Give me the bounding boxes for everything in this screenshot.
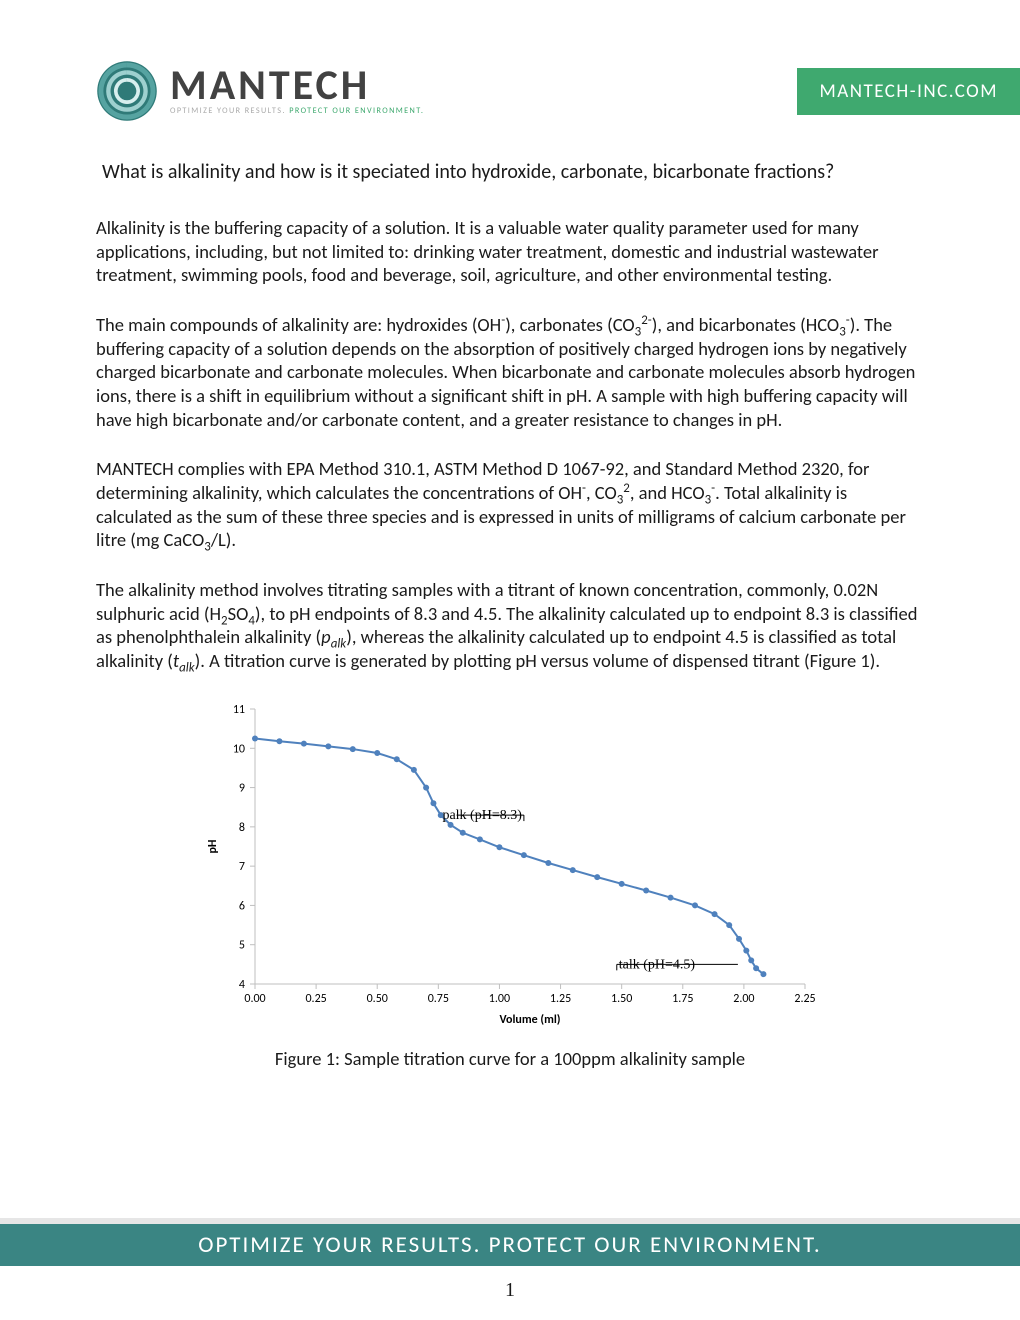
svg-text:2.00: 2.00 [733, 992, 754, 1006]
logo: MANTECH OPTIMIZE YOUR RESULTS. PROTECT O… [96, 60, 424, 122]
svg-text:1.50: 1.50 [611, 992, 632, 1006]
page-number: 1 [0, 1279, 1020, 1302]
svg-text:10: 10 [233, 742, 245, 756]
svg-text:8: 8 [239, 821, 245, 835]
paragraph-4: The alkalinity method involves titrating… [96, 578, 924, 673]
svg-text:1.00: 1.00 [489, 992, 510, 1006]
svg-text:0.75: 0.75 [428, 992, 449, 1006]
svg-text:6: 6 [239, 899, 245, 913]
svg-text:0.50: 0.50 [367, 992, 388, 1006]
paragraph-1: Alkalinity is the buffering capacity of … [96, 216, 924, 287]
footer-banner: OPTIMIZE YOUR RESULTS. PROTECT OUR ENVIR… [0, 1218, 1020, 1266]
svg-text:11: 11 [233, 703, 245, 717]
titration-chart: 4 5 6 7 8 9 10 11 0.00 0.25 0.50 0.75 1.00 1.25 1.50 1.… [200, 699, 820, 1029]
svg-text:palk (pH=8.3): palk (pH=8.3) [442, 808, 522, 823]
svg-text:2.25: 2.25 [794, 992, 815, 1006]
paragraph-2: The main compounds of alkalinity are: hy… [96, 313, 924, 431]
svg-text:Volume (ml): Volume (ml) [499, 1013, 560, 1027]
svg-text:0.25: 0.25 [305, 992, 326, 1006]
paragraph-3: MANTECH complies with EPA Method 310.1, … [96, 457, 924, 552]
figure-caption: Figure 1: Sample titration curve for a 1… [96, 1047, 924, 1070]
svg-text:5: 5 [239, 938, 245, 952]
brand-name: MANTECH [170, 66, 424, 106]
logo-swirl-icon [96, 60, 158, 122]
svg-text:0.00: 0.00 [244, 992, 265, 1006]
header: MANTECH OPTIMIZE YOUR RESULTS. PROTECT O… [96, 60, 924, 122]
svg-text:1.25: 1.25 [550, 992, 571, 1006]
brand-tagline: OPTIMIZE YOUR RESULTS. PROTECT OUR ENVIR… [170, 106, 424, 116]
chart-svg: 4 5 6 7 8 9 10 11 0.00 0.25 0.50 0.75 1.00 1.25 1.50 1.… [200, 699, 820, 1029]
svg-text:9: 9 [239, 781, 245, 795]
document-title: What is alkalinity and how is it speciat… [96, 160, 924, 184]
svg-text:talk (pH=4.5): talk (pH=4.5) [619, 957, 696, 972]
svg-text:4: 4 [239, 978, 245, 992]
url-banner: MANTECH-INC.COM [797, 68, 1020, 115]
document-page: MANTECH OPTIMIZE YOUR RESULTS. PROTECT O… [0, 0, 1020, 1320]
svg-text:1.75: 1.75 [672, 992, 693, 1006]
svg-text:7: 7 [239, 860, 245, 874]
logo-text: MANTECH OPTIMIZE YOUR RESULTS. PROTECT O… [170, 66, 424, 116]
svg-text:pH: pH [206, 839, 220, 853]
